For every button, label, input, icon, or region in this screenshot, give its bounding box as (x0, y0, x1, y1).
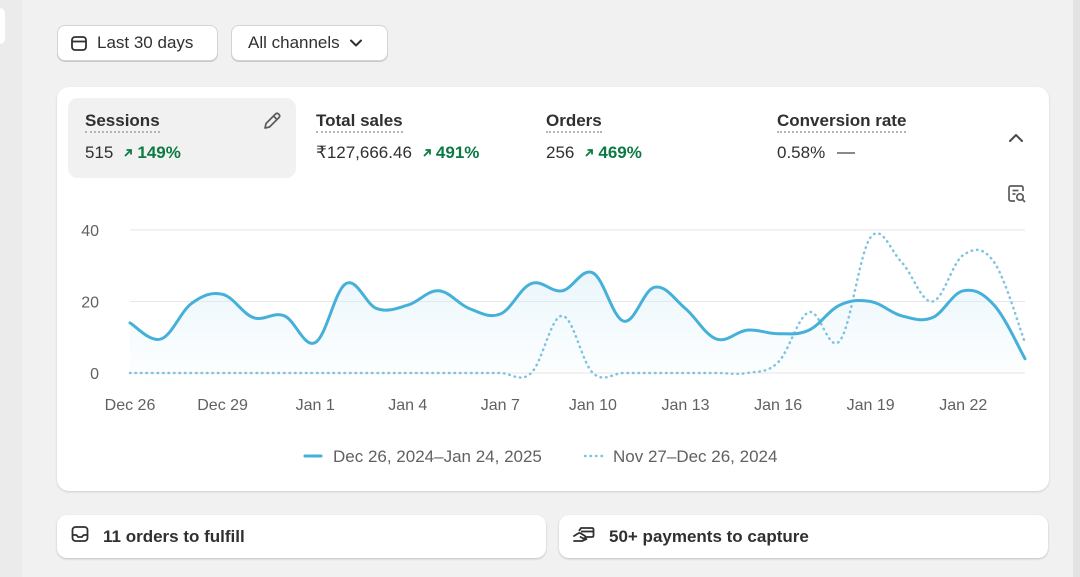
chart-search-icon[interactable] (1006, 183, 1028, 210)
metric-value: 515 (85, 143, 114, 162)
y-tick-label: 20 (81, 295, 99, 312)
chevron-down-icon (349, 38, 363, 48)
left-panel-tab (0, 8, 5, 44)
legend-label-current[interactable]: Dec 26, 2024–Jan 24, 2025 (333, 447, 542, 466)
channel-select-label: All channels (248, 33, 340, 52)
calendar-icon (70, 34, 88, 52)
left-panel-edge (0, 0, 22, 577)
metric-value: ₹127,666.46 (316, 143, 412, 162)
x-tick-label: Jan 1 (296, 397, 335, 414)
metric-label: Sessions (85, 110, 160, 133)
metric-change-value: 491% (435, 143, 480, 162)
x-tick-label: Dec 29 (197, 397, 248, 414)
metric-label: Orders (546, 110, 602, 133)
metric-change-value: 469% (598, 143, 642, 162)
series-line-current-period[interactable] (128, 270, 1027, 361)
orders-to-fulfill-label: 11 orders to fulfill (103, 526, 245, 546)
x-tick-label: Jan 7 (481, 397, 520, 414)
chevron-up-icon[interactable] (1007, 131, 1025, 149)
arrow-up-right-icon (585, 149, 594, 157)
metric-label: Conversion rate (777, 110, 907, 133)
metric-change: 469% (584, 143, 642, 163)
x-tick-label: Jan 10 (569, 397, 617, 414)
y-tick-label: 40 (81, 223, 99, 240)
legend-label-previous[interactable]: Nov 27–Dec 26, 2024 (613, 447, 777, 466)
pencil-icon[interactable] (261, 110, 283, 137)
metric-value: 0.58% (777, 143, 826, 162)
metric-conversion-rate[interactable]: Conversion rate 0.58% (760, 98, 980, 178)
x-tick-label: Jan 13 (661, 397, 709, 414)
metric-value: 256 (546, 143, 575, 162)
metric-change-value: 149% (137, 143, 181, 162)
orders-to-fulfill-card[interactable]: 11 orders to fulfill (57, 515, 546, 558)
channel-select-button[interactable]: All channels (231, 25, 388, 61)
arrow-up-right-icon (423, 149, 431, 157)
metric-change: 491% (422, 143, 479, 163)
y-tick-label: 0 (90, 366, 99, 383)
metric-label: Total sales (316, 110, 403, 133)
payments-to-capture-label: 50+ payments to capture (609, 526, 809, 546)
arrow-up-right-icon (124, 149, 133, 157)
hand-card-icon (572, 524, 596, 549)
metric-change: 149% (123, 143, 181, 163)
payments-to-capture-card[interactable]: 50+ payments to capture (559, 515, 1048, 558)
metric-orders[interactable]: Orders 256 469% (529, 98, 749, 178)
x-tick-label: Jan 22 (939, 397, 987, 414)
inbox-icon (70, 524, 90, 549)
series-line-previous-period[interactable] (128, 232, 1027, 379)
x-tick-label: Jan 16 (754, 397, 802, 414)
current-period-area (130, 271, 1025, 373)
analytics-card: Sessions 515 149% Total sales ₹127,666.4… (57, 87, 1049, 491)
metric-total-sales[interactable]: Total sales ₹127,666.46 491% (299, 98, 519, 178)
scrollbar-track[interactable] (1073, 0, 1080, 577)
no-change-dash (837, 152, 856, 154)
sessions-line-chart: 40 20 0 Dec 26 Dec 29 Jan 1 Jan 4 Jan 7 Jan 10 J… (81, 223, 1027, 466)
x-tick-label: Jan 19 (847, 397, 895, 414)
x-tick-label: Jan 4 (388, 397, 427, 414)
date-range-label: Last 30 days (97, 33, 194, 52)
date-range-button[interactable]: Last 30 days (57, 25, 218, 61)
metric-sessions[interactable]: Sessions 515 149% (68, 98, 296, 178)
x-tick-label: Dec 26 (105, 397, 156, 414)
